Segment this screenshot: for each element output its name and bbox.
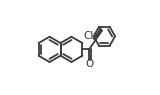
- Text: Cl: Cl: [84, 31, 94, 41]
- Text: O: O: [85, 59, 93, 69]
